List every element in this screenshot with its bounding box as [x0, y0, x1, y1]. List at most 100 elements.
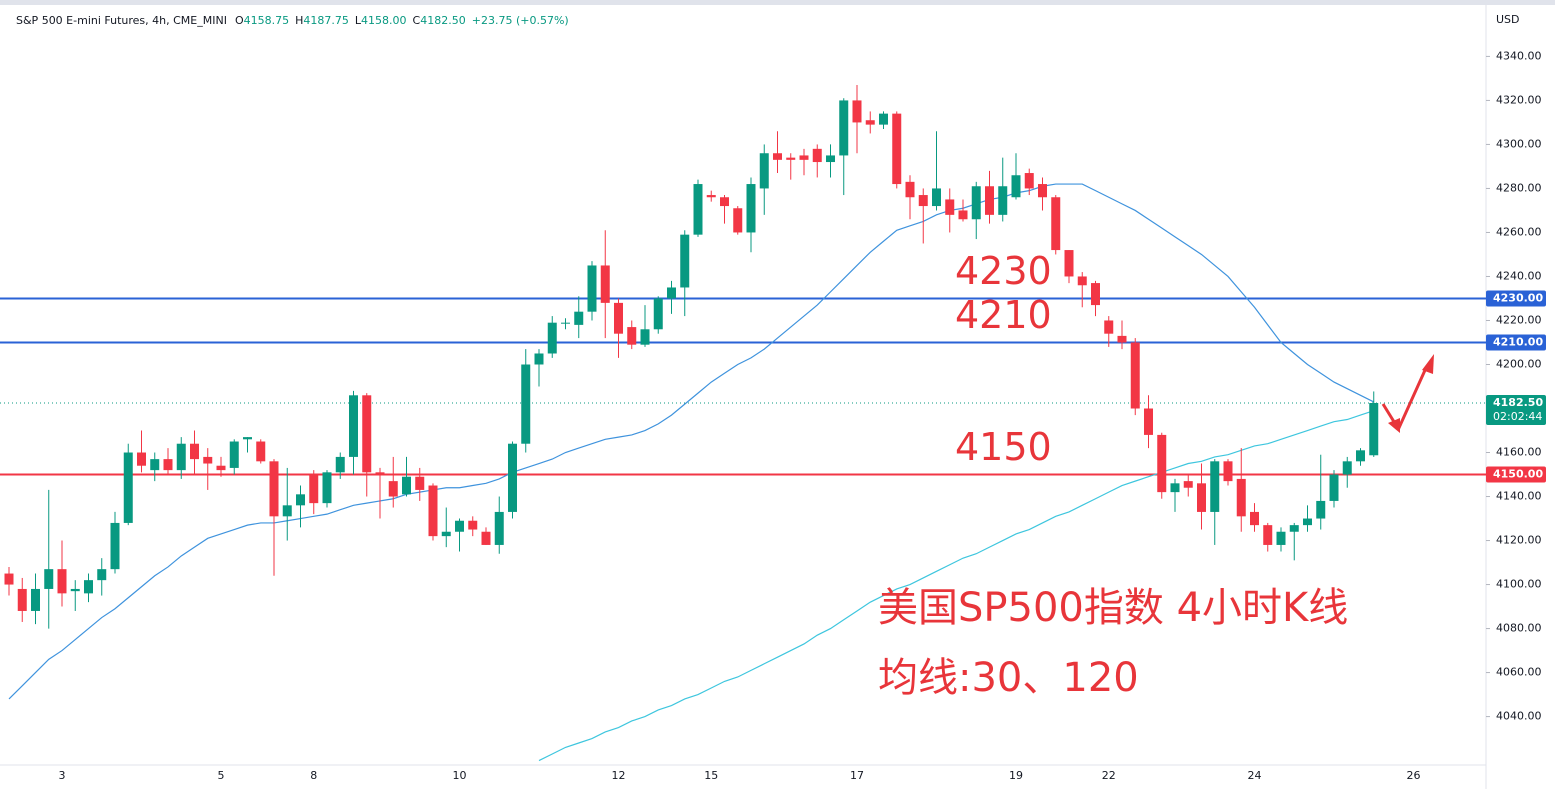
- candle-body: [150, 459, 160, 471]
- candle-body: [1157, 434, 1167, 493]
- candle-body: [282, 505, 292, 517]
- candle-body: [1077, 276, 1087, 286]
- field-key: C: [413, 14, 421, 27]
- candle-body: [1329, 474, 1339, 501]
- candle-body: [1303, 518, 1312, 526]
- candle-body: [733, 208, 743, 233]
- candle-body: [123, 452, 133, 523]
- candle-body: [97, 569, 107, 581]
- candle-body: [1064, 250, 1074, 277]
- level-label: 4150.00: [1493, 468, 1543, 481]
- x-tick-label: 8: [310, 769, 317, 782]
- candle-body: [190, 443, 199, 460]
- candle-body: [574, 311, 584, 325]
- candle-body: [812, 148, 822, 163]
- candle-body: [1091, 283, 1100, 306]
- candle-body: [362, 395, 372, 473]
- candle-body: [521, 364, 531, 444]
- level-label-box: [1486, 334, 1546, 351]
- candle-body: [176, 443, 186, 471]
- x-tick-label: 15: [704, 769, 718, 782]
- candle-body: [667, 287, 676, 299]
- candle-body: [402, 476, 411, 495]
- level-annotation: 4210: [955, 293, 1052, 337]
- candle-body: [1038, 184, 1047, 198]
- candle-body: [388, 481, 398, 497]
- candle-body: [773, 153, 782, 160]
- y-tick-label: 4220.00: [1496, 313, 1542, 326]
- candle-body: [892, 113, 902, 185]
- x-tick-label: 10: [453, 769, 467, 782]
- candle-body: [1024, 173, 1034, 189]
- candle-body: [905, 181, 915, 198]
- field-value: 4182.50: [420, 14, 466, 27]
- candle-body: [256, 441, 266, 462]
- candle-body: [985, 186, 994, 215]
- candle-body: [998, 186, 1008, 215]
- arrows: [1381, 354, 1434, 433]
- candle-body: [455, 520, 464, 532]
- field-value: 4187.75: [303, 14, 349, 27]
- x-tick-label: 19: [1009, 769, 1023, 782]
- candle-body: [31, 588, 40, 611]
- y-tick-label: 4040.00: [1496, 710, 1542, 723]
- last-price-box: [1486, 395, 1546, 426]
- candle-body: [1170, 483, 1180, 493]
- field-key: H: [295, 14, 303, 27]
- level-label-box: [1486, 466, 1546, 483]
- candle-body: [415, 476, 425, 490]
- candle-body: [57, 569, 67, 594]
- plot: [0, 85, 1486, 762]
- candle-body: [1342, 461, 1352, 475]
- candle-body: [1011, 175, 1021, 198]
- candle-body: [110, 522, 120, 570]
- candle-body: [680, 234, 690, 288]
- candle-body: [1236, 478, 1246, 517]
- countdown: 02:02:44: [1493, 410, 1542, 423]
- level-label: 4210.00: [1493, 335, 1543, 348]
- candle-body: [137, 452, 146, 466]
- candle-body: [1369, 403, 1379, 456]
- candle-body: [971, 186, 981, 220]
- candle-body: [1276, 531, 1286, 545]
- candle-body: [547, 322, 557, 354]
- level-annotation: 4150: [955, 425, 1052, 469]
- candle-body: [786, 157, 796, 160]
- candle-body: [335, 456, 345, 473]
- moving-average: [8, 183, 1375, 700]
- candle-body: [1250, 511, 1259, 526]
- y-tick-label: 4100.00: [1496, 578, 1542, 591]
- candle-body: [614, 302, 623, 334]
- candle-body: [1144, 408, 1153, 435]
- y-tick-label: 4080.00: [1496, 622, 1542, 635]
- candle-body: [322, 472, 332, 504]
- candle-body: [799, 155, 809, 160]
- x-tick-label: 26: [1407, 769, 1421, 782]
- candle-body: [216, 465, 226, 471]
- candle-body: [561, 322, 570, 324]
- field-key: O: [235, 14, 244, 27]
- candle-body: [349, 395, 358, 457]
- candle-body: [958, 210, 968, 220]
- y-tick-label: 4160.00: [1496, 446, 1542, 459]
- y-tick-label: 4320.00: [1496, 93, 1542, 106]
- candle-body: [1183, 481, 1193, 488]
- candle-body: [839, 100, 849, 156]
- field-value: 4158.00: [361, 14, 407, 27]
- candle-body: [706, 195, 716, 198]
- annotation: 均线:30、120: [878, 655, 1139, 701]
- candle-body: [746, 184, 756, 233]
- candle-body: [1263, 525, 1273, 545]
- candle-body: [945, 199, 955, 215]
- change: +23.75 (+0.57%): [472, 14, 569, 27]
- candle-body: [243, 437, 252, 440]
- candle-body: [865, 120, 875, 125]
- y-tick-label: 4280.00: [1496, 181, 1542, 194]
- candle-body: [428, 485, 438, 537]
- candle-body: [163, 459, 173, 471]
- candle-body: [918, 195, 928, 207]
- candle-body: [203, 456, 213, 464]
- y-tick-label: 4060.00: [1496, 666, 1542, 679]
